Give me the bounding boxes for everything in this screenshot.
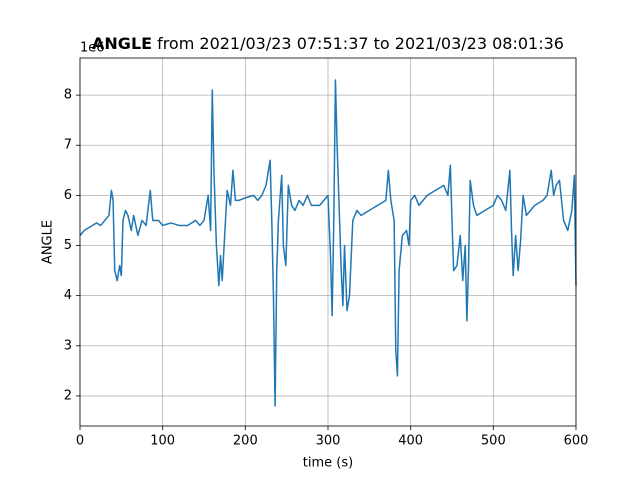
chart-title: ANGLE from 2021/03/23 07:51:37 to 2021/03… bbox=[92, 34, 564, 53]
x-tick-label: 300 bbox=[316, 434, 341, 449]
x-axis-label: time (s) bbox=[303, 456, 353, 471]
title-bold: ANGLE bbox=[92, 34, 152, 53]
x-tick-label: 600 bbox=[564, 434, 589, 449]
plot-frame bbox=[79, 57, 577, 427]
x-tick-label: 500 bbox=[481, 434, 506, 449]
x-tick-label: 0 bbox=[76, 434, 84, 449]
x-tick-label: 200 bbox=[233, 434, 258, 449]
x-tick-label: 400 bbox=[398, 434, 423, 449]
offset-label: 1e6 bbox=[80, 41, 105, 56]
y-tick-label: 6 bbox=[64, 188, 72, 203]
y-tick-label: 4 bbox=[64, 288, 72, 303]
data-line bbox=[79, 79, 577, 407]
y-tick-label: 8 bbox=[64, 88, 72, 103]
y-axis-label: ANGLE bbox=[41, 220, 56, 264]
y-tick-label: 5 bbox=[64, 238, 72, 253]
y-tick-label: 7 bbox=[64, 138, 72, 153]
y-tick-label: 2 bbox=[64, 388, 72, 403]
title-rest: from 2021/03/23 07:51:37 to 2021/03/23 0… bbox=[157, 34, 564, 53]
y-tick-label: 3 bbox=[64, 338, 72, 353]
x-tick-label: 100 bbox=[150, 434, 175, 449]
